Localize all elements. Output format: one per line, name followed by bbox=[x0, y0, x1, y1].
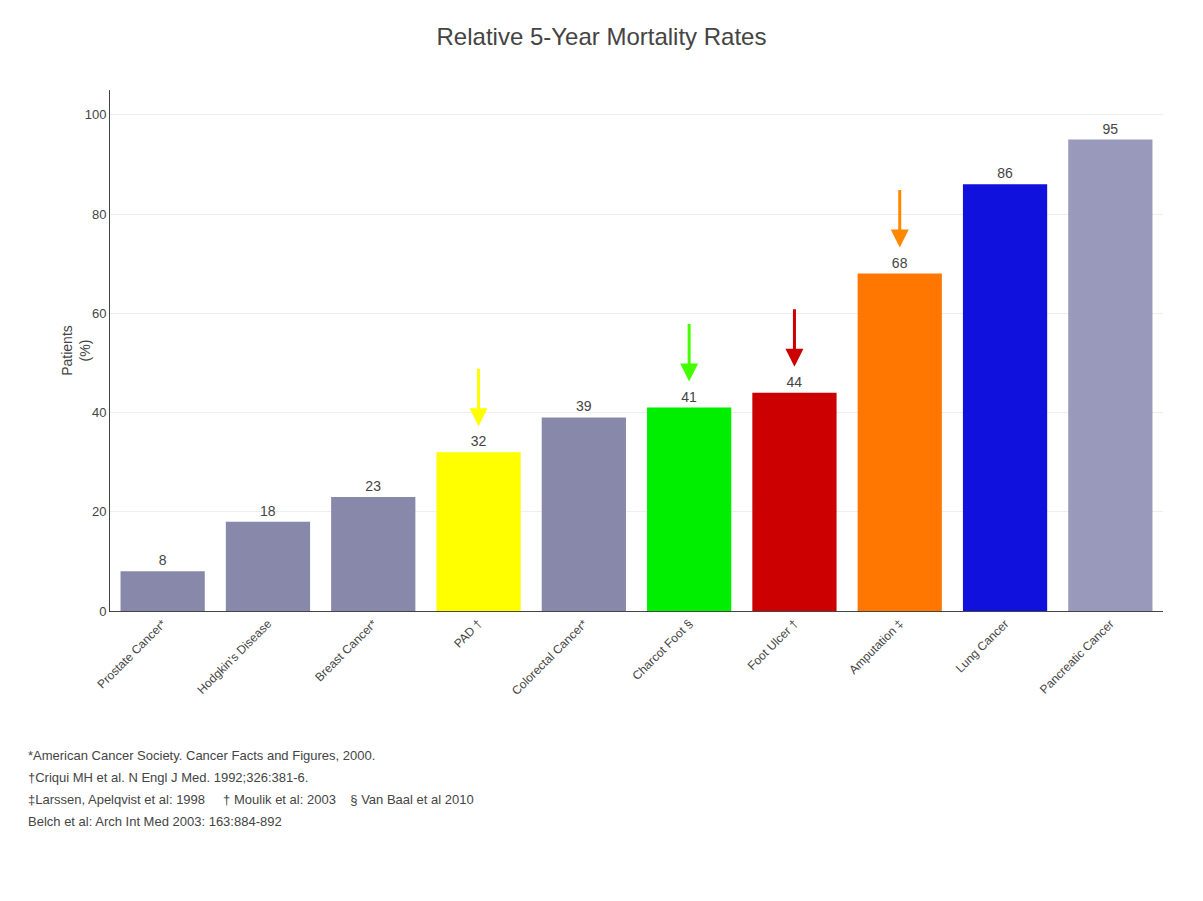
svg-text:Foot Ulcer †: Foot Ulcer † bbox=[745, 617, 801, 673]
svg-text:80: 80 bbox=[92, 207, 106, 222]
svg-text:39: 39 bbox=[576, 398, 592, 414]
svg-text:Pancreatic Cancer: Pancreatic Cancer bbox=[1037, 617, 1117, 697]
svg-text:23: 23 bbox=[365, 478, 381, 494]
svg-text:60: 60 bbox=[92, 306, 106, 321]
svg-text:40: 40 bbox=[92, 405, 106, 420]
svg-text:100: 100 bbox=[85, 107, 107, 122]
svg-text:*American Cancer Society. Canc: *American Cancer Society. Cancer Facts a… bbox=[28, 748, 375, 763]
svg-text:Prostate Cancer*: Prostate Cancer* bbox=[94, 617, 169, 692]
svg-text:Amputation ‡: Amputation ‡ bbox=[846, 617, 906, 677]
svg-text:Relative 5-Year Mortality Rate: Relative 5-Year Mortality Rates bbox=[437, 23, 767, 50]
svg-text:86: 86 bbox=[997, 165, 1013, 181]
svg-text:Colorectal Cancer*: Colorectal Cancer* bbox=[509, 617, 590, 698]
svg-text:†Criqui MH et al. N Engl J Med: †Criqui MH et al. N Engl J Med. 1992;326… bbox=[28, 770, 308, 785]
svg-text:Patients(%): Patients(%) bbox=[59, 325, 93, 376]
svg-text:Charcot Foot §: Charcot Foot § bbox=[629, 617, 695, 683]
svg-text:95: 95 bbox=[1102, 121, 1118, 137]
svg-text:20: 20 bbox=[92, 504, 106, 519]
svg-text:0: 0 bbox=[99, 604, 106, 619]
svg-text:41: 41 bbox=[681, 389, 697, 405]
svg-text:32: 32 bbox=[471, 433, 487, 449]
svg-text:PAD †: PAD † bbox=[451, 617, 485, 651]
svg-text:Hodgkin's Disease: Hodgkin's Disease bbox=[194, 617, 274, 697]
svg-text:Lung Cancer: Lung Cancer bbox=[953, 617, 1011, 675]
svg-text:Breast Cancer*: Breast Cancer* bbox=[312, 617, 380, 685]
svg-text:18: 18 bbox=[260, 503, 276, 519]
svg-text:44: 44 bbox=[787, 374, 803, 390]
svg-text:8: 8 bbox=[159, 552, 167, 568]
svg-text:68: 68 bbox=[892, 255, 908, 271]
svg-text:‡Larssen, Apelqvist et al: 199: ‡Larssen, Apelqvist et al: 1998 † Moulik… bbox=[28, 792, 474, 807]
svg-text:Belch et al: Arch Int Med 2003: Belch et al: Arch Int Med 2003: 163:884-… bbox=[28, 814, 282, 829]
